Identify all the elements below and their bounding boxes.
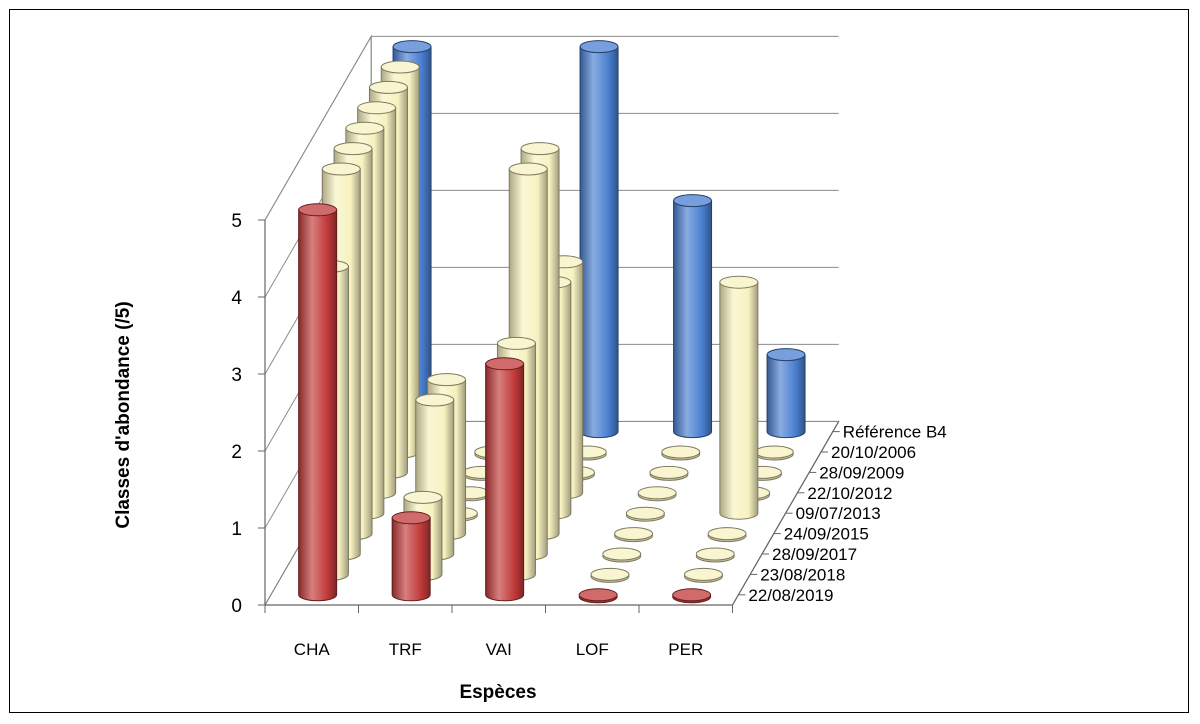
bar-cylinder [298, 203, 338, 602]
series-label: 28/09/2009 [819, 463, 904, 482]
bar-cylinder [637, 486, 677, 502]
bar-cylinder [578, 588, 618, 604]
series-label: 22/08/2019 [748, 586, 833, 605]
side-wall-gridline [264, 36, 372, 221]
bar-cylinder [485, 357, 525, 602]
series-label: 23/08/2018 [760, 565, 845, 584]
bar-cylinder [391, 511, 431, 602]
y-tick-label: 2 [231, 442, 242, 463]
bar-cylinder [673, 194, 713, 439]
x-tick-label: LOF [576, 640, 609, 659]
bar-cylinder [766, 348, 806, 439]
labels-layer: 0 1 2 3 4 5 CHA TRF VAI LOF PER Référence B420/10/2… [231, 211, 946, 659]
bars-layer [298, 40, 806, 604]
bar-cylinder [661, 445, 701, 461]
x-tick-label: VAI [486, 640, 512, 659]
bar-cylinder [579, 40, 619, 439]
series-label: 28/09/2017 [772, 545, 857, 564]
x-tick-label: TRF [389, 640, 422, 659]
y-tick-label: 4 [231, 288, 242, 309]
y-tick-label: 1 [231, 519, 242, 540]
bar-cylinder [602, 547, 642, 563]
x-axis-title: Espèces [459, 682, 536, 703]
bar-cylinder [695, 547, 735, 563]
bar-cylinder [614, 527, 654, 543]
bar-cylinder [683, 567, 723, 583]
bar-cylinder [649, 465, 689, 481]
y-tick-label: 5 [231, 211, 242, 232]
series-label: 22/10/2012 [807, 484, 892, 503]
series-label: 24/09/2015 [784, 525, 869, 544]
bar-cylinder [625, 506, 665, 522]
series-label: 20/10/2006 [831, 443, 916, 462]
series-label: Référence B4 [843, 423, 947, 442]
bar-cylinder [590, 567, 630, 583]
bar-cylinder [672, 588, 712, 604]
x-tick-label: PER [668, 640, 703, 659]
series-label: 09/07/2013 [796, 504, 881, 523]
bar-cylinder [707, 527, 747, 543]
x-tick-label: CHA [294, 640, 331, 659]
y-tick-label: 3 [231, 365, 242, 386]
bar-cylinder [719, 275, 759, 520]
y-tick-label: 0 [231, 596, 242, 617]
y-axis-title: Classes d'abondance (/5) [113, 301, 134, 528]
bar-cylinder [754, 445, 794, 461]
